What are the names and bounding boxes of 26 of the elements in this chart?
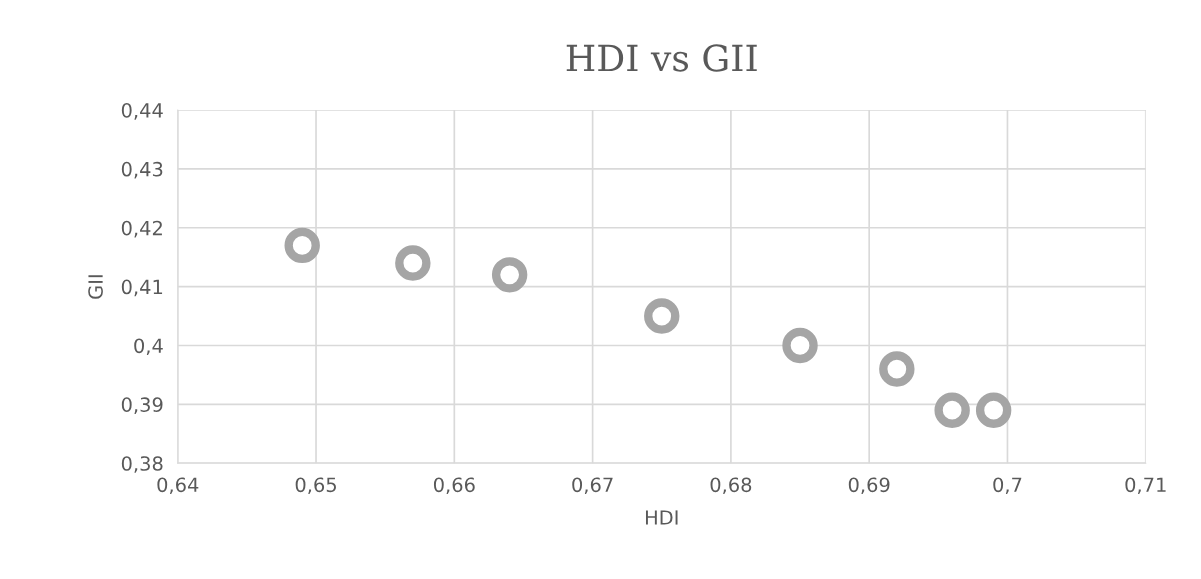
x-axis-title: HDI: [645, 510, 678, 525]
point: [644, 298, 680, 334]
y-tick-label: 0,41: [121, 279, 163, 297]
point: [284, 227, 320, 264]
point: [975, 392, 1012, 428]
y-tick-label: 0,42: [121, 220, 162, 238]
x-tick-label: 0,69: [848, 477, 890, 495]
y-tick-label: 0,38: [121, 456, 163, 473]
y-tick-label: 0,39: [121, 397, 163, 414]
x-tick-label: 0,66: [433, 477, 475, 495]
y-axis-title: GII: [88, 275, 103, 299]
y-tick-label: 0,43: [121, 161, 163, 179]
y-tick-label: 0,4: [134, 338, 163, 356]
x-tick-label: 0,65: [295, 477, 336, 495]
point: [782, 327, 818, 364]
x-tick-label: 0,71: [1125, 477, 1166, 495]
x-tick-label: 0,7: [993, 477, 1022, 495]
point: [491, 257, 528, 293]
x-tick-label: 0,68: [710, 477, 752, 495]
x-tick-label: 0,67: [572, 477, 613, 495]
point: [879, 351, 915, 387]
chart-title: HDI vs GII: [566, 44, 757, 72]
y-tick-label: 0,44: [121, 102, 163, 120]
point: [395, 245, 431, 281]
point: [934, 392, 970, 428]
x-tick-label: 0,64: [157, 477, 199, 495]
